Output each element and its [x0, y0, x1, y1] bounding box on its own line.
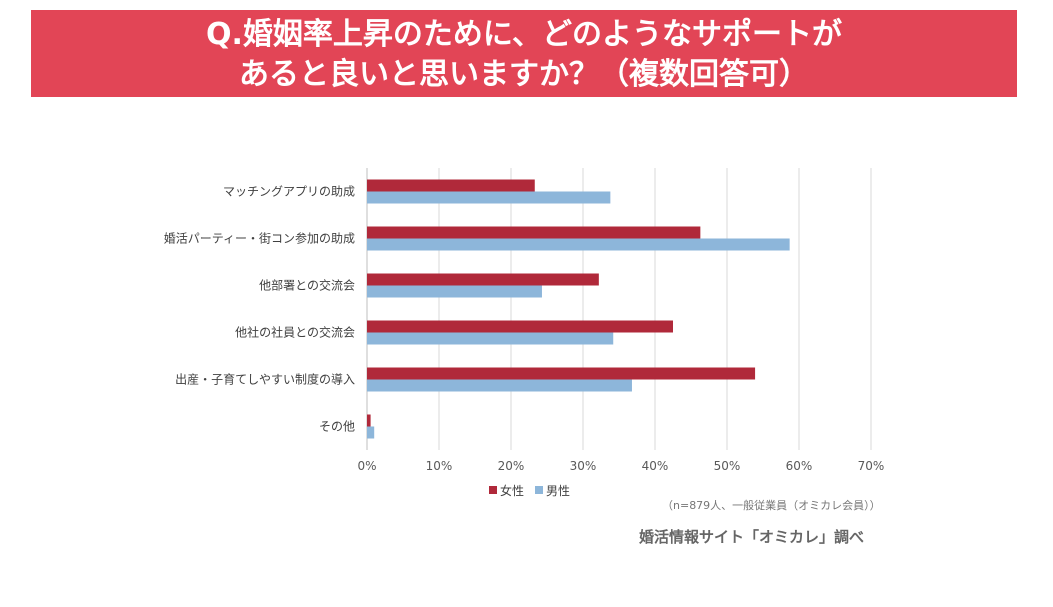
- bar-female: [367, 320, 673, 333]
- bar-female: [367, 179, 535, 192]
- legend-label: 男性: [546, 484, 570, 498]
- category-label: 婚活パーティー・街コン参加の助成: [164, 231, 355, 246]
- legend-swatch: [535, 486, 543, 494]
- category-label: 他部署との交流会: [259, 278, 355, 293]
- question-title-line1: Q.婚姻率上昇のために、どのようなサポートが: [206, 17, 842, 52]
- sample-note: （n=879人、一般従業員（オミカレ会員））: [662, 499, 881, 512]
- x-tick-label: 60%: [786, 459, 813, 473]
- category-label: その他: [319, 420, 355, 434]
- x-tick-label: 10%: [426, 459, 453, 473]
- x-tick-label: 70%: [858, 459, 885, 473]
- x-tick-label: 40%: [642, 459, 669, 473]
- bar-female: [367, 414, 371, 427]
- x-tick-label: 50%: [714, 459, 741, 473]
- bar-female: [367, 273, 599, 286]
- bar-male: [367, 191, 611, 204]
- bar-male: [367, 332, 614, 345]
- source-credit: 婚活情報サイト「オミカレ」調べ: [639, 528, 865, 546]
- bar-male: [367, 426, 375, 439]
- question-title-line2: あると良いと思いますか？（複数回答可）: [239, 57, 809, 92]
- bar-female: [367, 226, 701, 239]
- question-banner: Q.婚姻率上昇のために、どのようなサポートが あると良いと思いますか？（複数回答…: [31, 10, 1017, 97]
- x-tick-label: 0%: [357, 459, 376, 473]
- legend-swatch: [489, 486, 497, 494]
- category-label: 他社の社員との交流会: [235, 325, 355, 340]
- x-tick-label: 30%: [570, 459, 597, 473]
- bar-male: [367, 379, 632, 392]
- category-label: マッチングアプリの助成: [223, 185, 355, 199]
- category-label: 出産・子育てしやすい制度の導入: [175, 372, 355, 387]
- legend-label: 女性: [500, 483, 524, 498]
- bar-male: [367, 285, 542, 298]
- bar-male: [367, 238, 790, 251]
- x-tick-label: 20%: [498, 459, 525, 473]
- bar-female: [367, 367, 756, 380]
